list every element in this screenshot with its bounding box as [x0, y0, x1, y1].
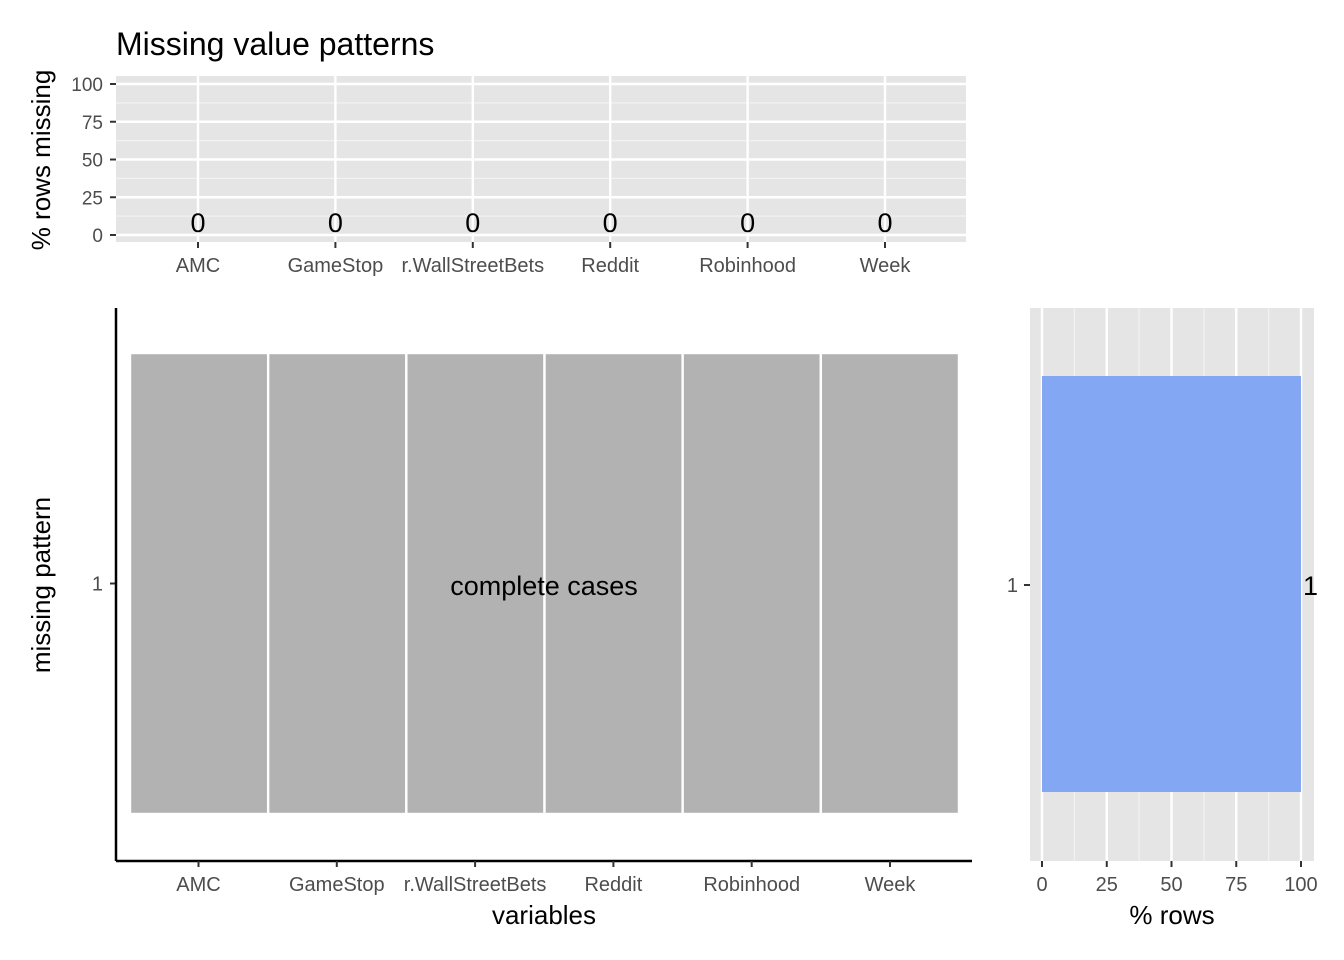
right-x-tick-label: 100 — [1284, 874, 1317, 896]
rows-bar-chart: 1 1 0 25 50 75 100 — [1007, 308, 1318, 896]
heatmap-x-tick-label: GameStop — [289, 874, 385, 896]
right-x-tick-label: 50 — [1160, 874, 1182, 896]
heatmap-x-tick-label: r.WallStreetBets — [404, 874, 547, 896]
top-x-tick-label: AMC — [176, 255, 220, 277]
top-y-tick-label: 50 — [82, 151, 103, 172]
heatmap-x-tick-label: Reddit — [584, 874, 642, 896]
pattern-heatmap: 1 complete cases AMC GameStop r.WallStreetBe… — [92, 308, 972, 896]
pattern-tile — [543, 351, 684, 816]
right-x-tick-label: 25 — [1096, 874, 1118, 896]
pattern-tile — [819, 351, 961, 816]
top-bar-data-label: 0 — [465, 208, 480, 238]
top-x-tick-label: Reddit — [581, 255, 639, 277]
right-y-tick-label: 1 — [1007, 575, 1018, 597]
complete-cases-annotation: complete cases — [450, 571, 638, 601]
pattern-tile — [128, 351, 270, 816]
top-x-tick-label: GameStop — [288, 255, 384, 277]
top-bar-data-label: 0 — [603, 208, 618, 238]
top-x-tick-label: Week — [860, 255, 912, 277]
top-y-axis-label: % rows missing — [26, 70, 56, 251]
pattern-tile — [681, 351, 823, 816]
top-y-tick-label: 75 — [82, 113, 103, 134]
right-x-axis-label: % rows — [1129, 900, 1214, 930]
pattern-tile — [405, 351, 546, 816]
top-y-tick-label: 25 — [82, 188, 103, 209]
top-bar-data-label: 0 — [328, 208, 343, 238]
top-bar-data-label: 0 — [877, 208, 892, 238]
pattern-tile — [266, 351, 408, 816]
top-x-tick-label: Robinhood — [699, 255, 796, 277]
right-x-tick-label: 75 — [1225, 874, 1247, 896]
right-x-tick-label: 0 — [1036, 874, 1047, 896]
heatmap-x-tick-label: Week — [865, 874, 917, 896]
heatmap-y-axis-label: missing pattern — [26, 497, 56, 673]
heatmap-y-tick-label: 1 — [92, 574, 103, 596]
top-x-tick-label: r.WallStreetBets — [401, 255, 544, 277]
heatmap-x-axis-label: variables — [492, 900, 596, 930]
rows-bar-data-label: 1 — [1303, 571, 1318, 601]
figure-title: Missing value patterns — [116, 26, 434, 62]
heatmap-x-tick-label: AMC — [176, 874, 220, 896]
top-bar-data-label: 0 — [190, 208, 205, 238]
top-bar-chart: 0 0 0 0 0 0 0 25 50 75 100 AMC GameStop r.WallStreetB… — [71, 75, 966, 277]
heatmap-x-tick-label: Robinhood — [703, 874, 800, 896]
top-y-tick-label: 0 — [92, 226, 103, 247]
top-y-tick-label: 100 — [71, 75, 103, 96]
top-bar-data-label: 0 — [740, 208, 755, 238]
rows-bar — [1042, 376, 1301, 792]
